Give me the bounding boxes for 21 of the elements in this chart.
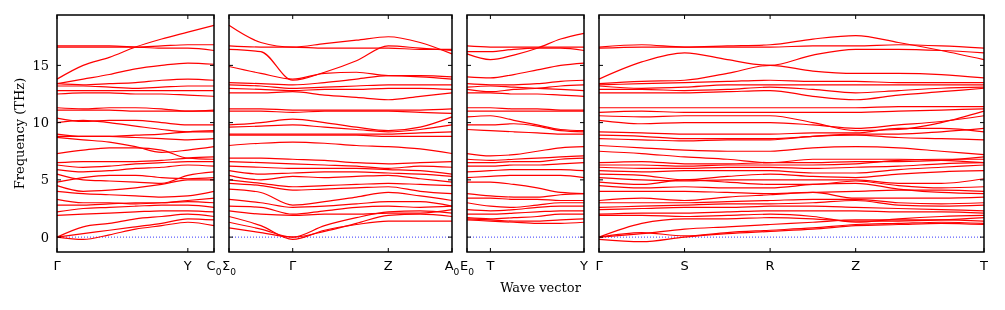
x-tick-label: Z [851, 258, 861, 273]
y-tick-label: 0 [40, 229, 49, 245]
x-tick-label: T [979, 258, 989, 273]
x-tick-label: C$_{0}$ [206, 258, 222, 277]
x-tick-label: R [765, 258, 775, 273]
x-tick-label: A$_{0}$ [444, 258, 460, 277]
y-tick-label: 10 [32, 115, 49, 131]
x-tick-label: T [485, 258, 495, 273]
x-tick-label: Y [579, 258, 589, 273]
x-tick-label: Γ [53, 258, 62, 273]
x-tick-label: S [680, 258, 689, 273]
x-tick-label: Y [182, 258, 192, 273]
x-tick-label: Γ [289, 258, 298, 273]
x-axis-title: Wave vector [500, 280, 582, 295]
y-axis-title: Frequency (THz) [12, 77, 27, 190]
x-tick-label: Γ [595, 258, 604, 273]
x-tick-label: Σ$_{0}$ [221, 258, 237, 277]
y-tick-label: 5 [40, 172, 49, 188]
y-tick-label: 15 [32, 57, 49, 73]
x-tick-label: Z [383, 258, 393, 273]
x-tick-label: E$_{0}$ [459, 258, 475, 277]
